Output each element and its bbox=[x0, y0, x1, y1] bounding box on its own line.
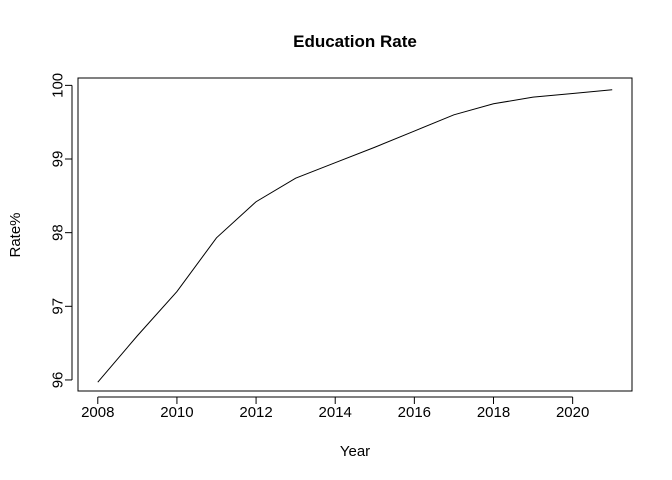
x-tick-label: 2020 bbox=[556, 404, 589, 421]
y-axis-label: Rate% bbox=[7, 212, 24, 257]
y-tick-label: 97 bbox=[50, 298, 67, 315]
chart-title: Education Rate bbox=[293, 32, 417, 51]
x-axis: 2008 2010 2012 2014 2016 2018 2020 bbox=[81, 396, 589, 421]
y-tick-label: 98 bbox=[50, 224, 67, 241]
x-tick-label: 2018 bbox=[477, 404, 510, 421]
plot-frame bbox=[77, 77, 633, 392]
x-tick-label: 2016 bbox=[398, 404, 431, 421]
y-tick-label: 96 bbox=[50, 372, 67, 389]
series-points bbox=[98, 90, 612, 382]
series-line bbox=[97, 89, 613, 383]
x-tick-label: 2012 bbox=[239, 404, 272, 421]
y-axis: 96 97 98 99 100 bbox=[50, 73, 73, 388]
x-tick-label: 2014 bbox=[319, 404, 352, 421]
y-tick-label: 99 bbox=[50, 151, 67, 168]
x-tick-label: 2008 bbox=[81, 404, 114, 421]
x-axis-label: Year bbox=[340, 443, 370, 460]
y-tick-label: 100 bbox=[50, 73, 67, 98]
x-tick-label: 2010 bbox=[160, 404, 193, 421]
